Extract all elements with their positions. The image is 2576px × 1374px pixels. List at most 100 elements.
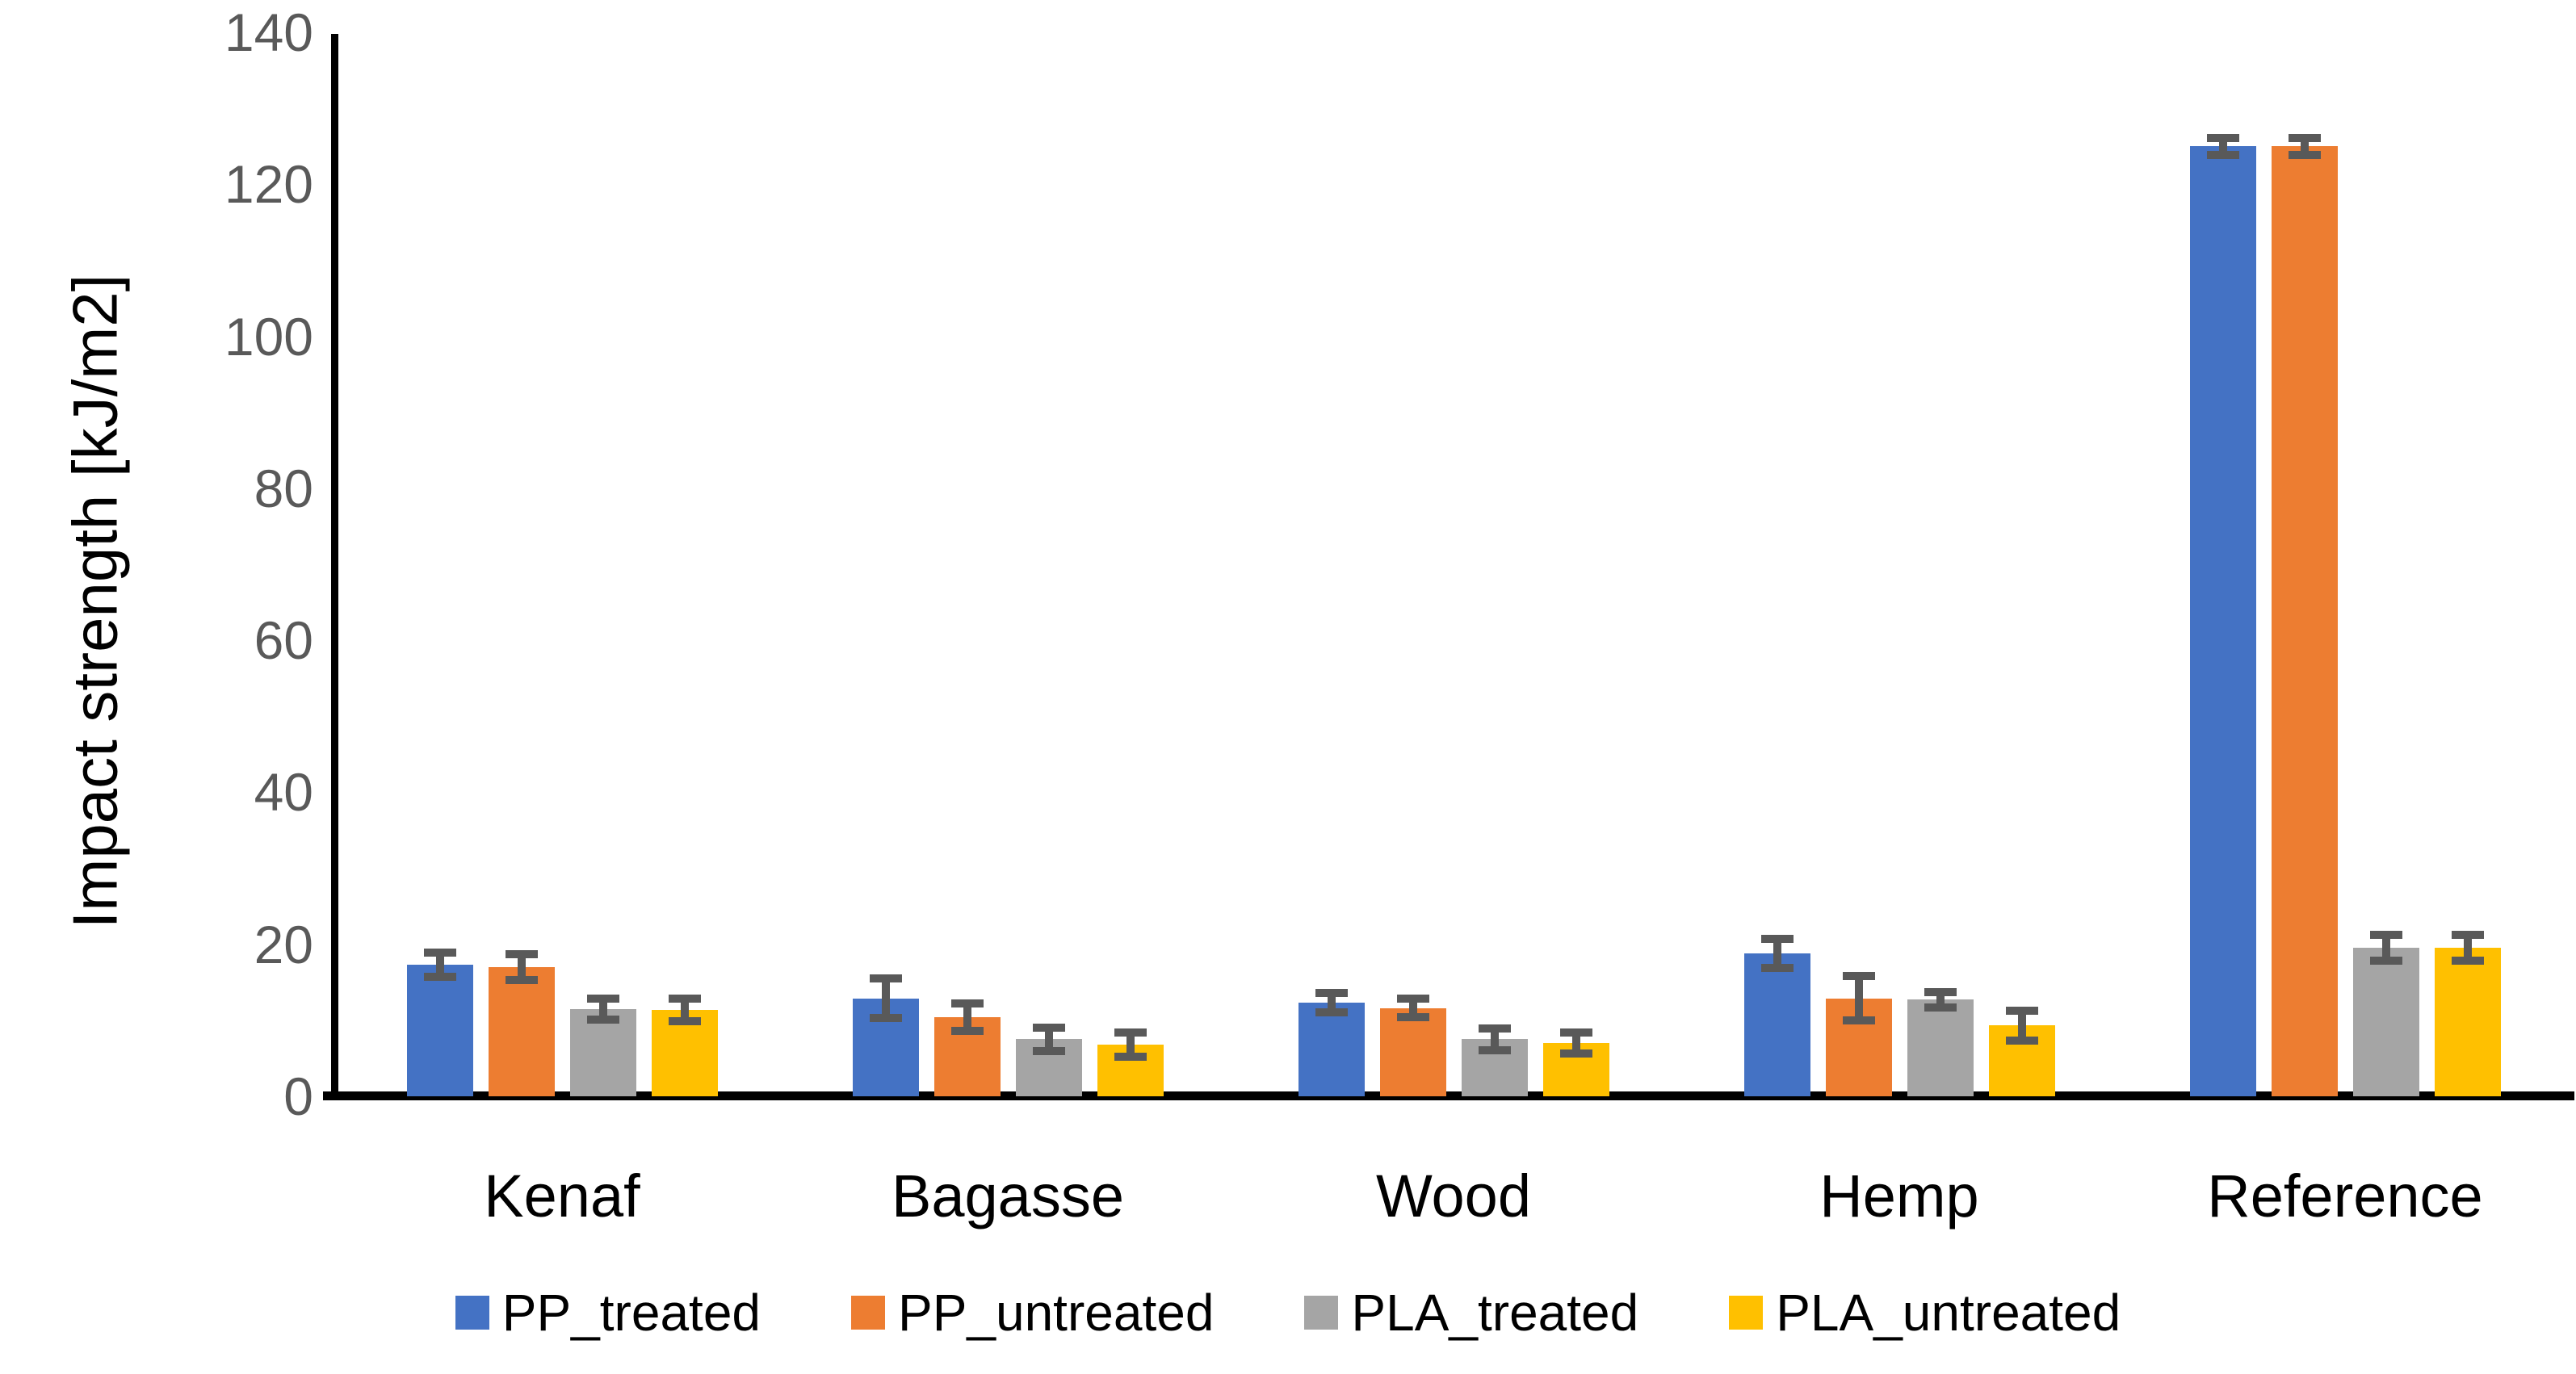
error-bar-cap-top-PLA_treated-Wood xyxy=(1478,1024,1511,1033)
error-bar-cap-bottom-PLA_untreated-Reference xyxy=(2451,957,2484,966)
bar-PP_untreated-Kenaf xyxy=(488,966,555,1096)
bar-PLA_untreated-Reference xyxy=(2434,948,2501,1096)
error-bar-cap-top-PLA_treated-Kenaf xyxy=(586,994,619,1003)
legend-swatch-PLA_treated xyxy=(1304,1296,1339,1330)
error-bar-line-PP_treated-Reference xyxy=(2218,137,2227,155)
error-bar-cap-top-PP_treated-Bagasse xyxy=(869,974,902,983)
error-bar-line-PLA_untreated-Hemp xyxy=(2017,1010,2026,1041)
error-bar-line-PLA_treated-Reference xyxy=(2381,935,2390,961)
y-tick-label-120: 120 xyxy=(224,154,313,215)
error-bar-cap-top-PLA_treated-Hemp xyxy=(1924,988,1957,997)
legend-item-PP_untreated: PP_untreated xyxy=(851,1280,1214,1345)
error-bar-cap-bottom-PP_untreated-Wood xyxy=(1396,1013,1429,1022)
error-bar-cap-top-PLA_treated-Bagasse xyxy=(1032,1024,1065,1033)
y-tick-label-40: 40 xyxy=(254,762,313,823)
error-bar-cap-top-PP_untreated-Bagasse xyxy=(950,999,984,1008)
legend-item-PLA_treated: PLA_treated xyxy=(1304,1280,1638,1345)
error-bar-cap-bottom-PLA_treated-Wood xyxy=(1478,1045,1511,1054)
category-label-Hemp: Hemp xyxy=(1819,1162,1979,1229)
bar-PP_treated-Wood xyxy=(1298,1003,1365,1096)
error-bar-cap-top-PP_treated-Kenaf xyxy=(423,949,456,957)
legend-label-PLA_treated: PLA_treated xyxy=(1351,1284,1639,1342)
error-bar-line-PLA_treated-Hemp xyxy=(1936,992,1945,1007)
y-tick-label-80: 80 xyxy=(254,458,313,518)
error-bar-cap-bottom-PP_treated-Wood xyxy=(1315,1008,1348,1017)
y-axis-title: Impact strength [kJ/m2] xyxy=(59,274,131,929)
y-tick-label-0: 0 xyxy=(283,1066,313,1126)
error-bar-cap-top-PLA_untreated-Kenaf xyxy=(668,994,701,1003)
error-bar-line-PLA_treated-Bagasse xyxy=(1044,1028,1053,1051)
legend-swatch-PLA_untreated xyxy=(1729,1296,1764,1330)
error-bar-cap-bottom-PP_treated-Reference xyxy=(2206,150,2239,159)
error-bar-line-PP_treated-Bagasse xyxy=(881,978,890,1019)
error-bar-line-PLA_untreated-Wood xyxy=(1571,1032,1580,1054)
legend-label-PP_untreated: PP_untreated xyxy=(898,1284,1215,1342)
y-tick-label-60: 60 xyxy=(254,610,313,671)
error-bar-cap-bottom-PLA_treated-Bagasse xyxy=(1032,1046,1065,1055)
error-bar-cap-top-PP_untreated-Wood xyxy=(1396,995,1429,1003)
error-bar-line-PLA_untreated-Reference xyxy=(2463,935,2472,961)
error-bar-cap-top-PP_treated-Hemp xyxy=(1760,935,1794,944)
error-bar-cap-bottom-PP_untreated-Kenaf xyxy=(505,975,538,984)
category-label-Kenaf: Kenaf xyxy=(484,1162,640,1229)
error-bar-line-PP_untreated-Hemp xyxy=(1854,976,1863,1020)
legend-swatch-PP_treated xyxy=(455,1296,489,1330)
y-tick-label-100: 100 xyxy=(224,306,313,367)
error-bar-cap-bottom-PLA_untreated-Wood xyxy=(1559,1049,1592,1058)
error-bar-line-PP_treated-Kenaf xyxy=(435,953,444,978)
error-bar-cap-top-PLA_untreated-Hemp xyxy=(2005,1006,2038,1015)
error-bar-line-PP_treated-Hemp xyxy=(1773,939,1781,968)
legend: PP_treated PP_untreated PLA_treated PLA_unt… xyxy=(0,1280,2576,1345)
error-bar-cap-bottom-PLA_treated-Hemp xyxy=(1924,1003,1957,1012)
error-bar-line-PP_treated-Wood xyxy=(1327,992,1336,1013)
error-bar-cap-top-PP_untreated-Kenaf xyxy=(505,949,538,958)
error-bar-cap-bottom-PP_untreated-Hemp xyxy=(1842,1016,1875,1024)
y-tick-label-20: 20 xyxy=(254,914,313,974)
error-bar-cap-top-PLA_untreated-Reference xyxy=(2451,931,2484,940)
error-bar-cap-top-PLA_untreated-Wood xyxy=(1559,1028,1592,1037)
bar-PP_treated-Reference xyxy=(2189,146,2256,1096)
error-bar-cap-bottom-PP_treated-Hemp xyxy=(1760,963,1794,972)
error-bar-cap-bottom-PP_untreated-Bagasse xyxy=(950,1027,984,1036)
bar-PLA_treated-Hemp xyxy=(1907,999,1974,1096)
error-bar-line-PP_untreated-Wood xyxy=(1408,999,1417,1018)
error-bar-cap-top-PLA_treated-Reference xyxy=(2369,931,2402,940)
legend-item-PP_treated: PP_treated xyxy=(455,1280,761,1345)
error-bar-line-PLA_treated-Wood xyxy=(1490,1028,1499,1050)
error-bar-line-PP_untreated-Reference xyxy=(2300,137,2309,155)
bar-PP_untreated-Reference xyxy=(2271,146,2338,1096)
error-bar-cap-bottom-PP_treated-Kenaf xyxy=(423,973,456,982)
error-bar-line-PP_untreated-Bagasse xyxy=(963,1003,971,1032)
error-bar-line-PLA_untreated-Kenaf xyxy=(680,998,689,1021)
legend-swatch-PP_untreated xyxy=(851,1296,885,1330)
category-label-Reference: Reference xyxy=(2207,1162,2483,1229)
bar-PP_treated-Kenaf xyxy=(406,965,473,1096)
x-axis-line xyxy=(323,1091,2574,1100)
bar-PP_treated-Hemp xyxy=(1743,953,1810,1096)
error-bar-cap-bottom-PLA_treated-Reference xyxy=(2369,957,2402,966)
error-bar-cap-bottom-PLA_untreated-Kenaf xyxy=(668,1016,701,1025)
error-bar-cap-bottom-PP_untreated-Reference xyxy=(2288,150,2321,159)
bar-PLA_treated-Reference xyxy=(2352,948,2419,1096)
legend-item-PLA_untreated: PLA_untreated xyxy=(1729,1280,2121,1345)
error-bar-cap-top-PP_untreated-Reference xyxy=(2288,133,2321,142)
error-bar-cap-top-PLA_untreated-Bagasse xyxy=(1114,1028,1147,1037)
error-bar-cap-bottom-PLA_untreated-Hemp xyxy=(2005,1037,2038,1045)
error-bar-cap-bottom-PLA_treated-Kenaf xyxy=(586,1015,619,1024)
legend-label-PLA_untreated: PLA_untreated xyxy=(1776,1284,2121,1342)
legend-label-PP_treated: PP_treated xyxy=(501,1284,761,1342)
category-label-Wood: Wood xyxy=(1376,1162,1531,1229)
error-bar-line-PLA_untreated-Bagasse xyxy=(1126,1032,1135,1058)
error-bar-cap-top-PP_untreated-Hemp xyxy=(1842,972,1875,981)
error-bar-cap-bottom-PLA_untreated-Bagasse xyxy=(1114,1053,1147,1062)
error-bar-cap-bottom-PP_treated-Bagasse xyxy=(869,1014,902,1023)
y-tick-label-140: 140 xyxy=(224,2,313,62)
error-bar-cap-top-PP_treated-Reference xyxy=(2206,133,2239,142)
y-axis-line xyxy=(331,34,338,1100)
category-label-Bagasse: Bagasse xyxy=(892,1162,1124,1229)
error-bar-cap-top-PP_treated-Wood xyxy=(1315,988,1348,997)
bar-PP_untreated-Wood xyxy=(1379,1007,1446,1096)
error-bar-line-PP_untreated-Kenaf xyxy=(517,953,526,980)
error-bar-line-PLA_treated-Kenaf xyxy=(598,998,607,1020)
